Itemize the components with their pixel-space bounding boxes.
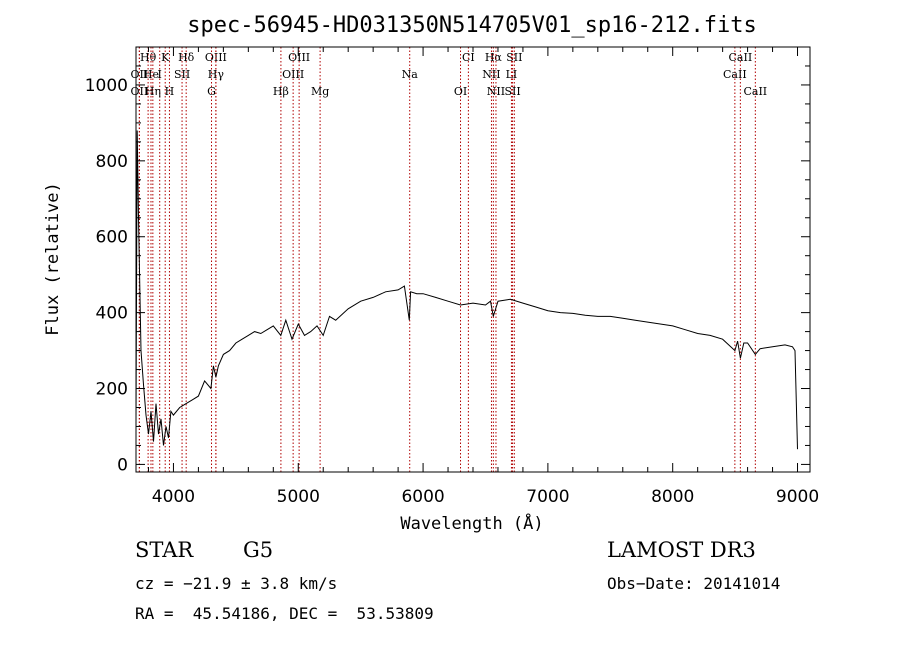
spectral-line-label: CaII (729, 51, 753, 64)
x-axis-ticks: 4000 5000 6000 7000 8000 9000 (147, 47, 819, 507)
spectral-line-label: OI (454, 85, 467, 98)
spectral-line-label: OII (131, 85, 149, 98)
flux-series-line (135, 130, 798, 450)
spectral-line-label: Na (402, 68, 419, 81)
spectral-line-label: Hδ (178, 51, 195, 64)
survey-label: LAMOST DR3 (607, 538, 756, 562)
y-tick-label: 200 (96, 380, 128, 400)
y-tick-label: 600 (96, 228, 128, 248)
spectral-line-label: SII (504, 85, 520, 98)
spectral-line-label: Hα (485, 51, 503, 64)
spectral-line-label: Mg (311, 85, 329, 98)
coords-text: RA = 45.54186, DEC = 53.53809 (135, 604, 434, 623)
y-axis-ticks: 0 200 400 600 800 1000 (85, 46, 810, 475)
x-tick-label: 4000 (152, 487, 195, 507)
spectral-line-label: CaII (723, 68, 747, 81)
y-tick-label: 800 (96, 152, 128, 172)
spectral-line-label: Hγ (208, 68, 225, 81)
x-tick-label: 6000 (401, 487, 444, 507)
obs-date-text: Obs−Date: 20141014 (607, 574, 781, 593)
spectral-line-label: SII (174, 68, 190, 81)
spectral-line-label: OIII (288, 51, 310, 64)
chart-title: spec-56945-HD031350N514705V01_sp16-212.f… (187, 13, 757, 38)
x-tick-label: 9000 (776, 487, 819, 507)
object-type: STAR (135, 538, 194, 562)
spectral-line-label: LI (506, 68, 518, 81)
subclass: G5 (243, 538, 274, 562)
x-axis-label: Wavelength (Å) (400, 512, 543, 534)
x-tick-label: 5000 (277, 487, 320, 507)
spectral-line-label: CaII (743, 85, 767, 98)
spectral-line-label: Hθ (140, 51, 157, 64)
x-tick-label: 7000 (526, 487, 569, 507)
spectral-line-label: OIII (282, 68, 304, 81)
x-tick-label: 8000 (651, 487, 694, 507)
spectral-line-label: NII (487, 85, 505, 98)
spectral-line-label: Hη (145, 85, 161, 98)
spectral-line-label: I (158, 68, 162, 81)
redshift-text: cz = −21.9 ± 3.8 km/s (135, 574, 338, 593)
spectral-line-label: G (207, 85, 216, 98)
spectral-line-label: SII (506, 51, 522, 64)
spectral-line-label: H (165, 85, 175, 98)
spectral-line-label: K (161, 51, 170, 64)
y-tick-label: 1000 (85, 76, 128, 96)
y-axis-label: Flux (relative) (43, 182, 63, 336)
plot-frame (135, 46, 811, 473)
spectral-line-label: Hβ (273, 85, 289, 98)
spectral-line-label: NII (482, 68, 500, 81)
spectral-line-label: CI (462, 51, 475, 64)
spectral-line-label: OII (131, 68, 149, 81)
spectral-line-label: He (143, 68, 159, 81)
y-tick-label: 0 (117, 455, 128, 475)
y-tick-label: 400 (96, 304, 128, 324)
